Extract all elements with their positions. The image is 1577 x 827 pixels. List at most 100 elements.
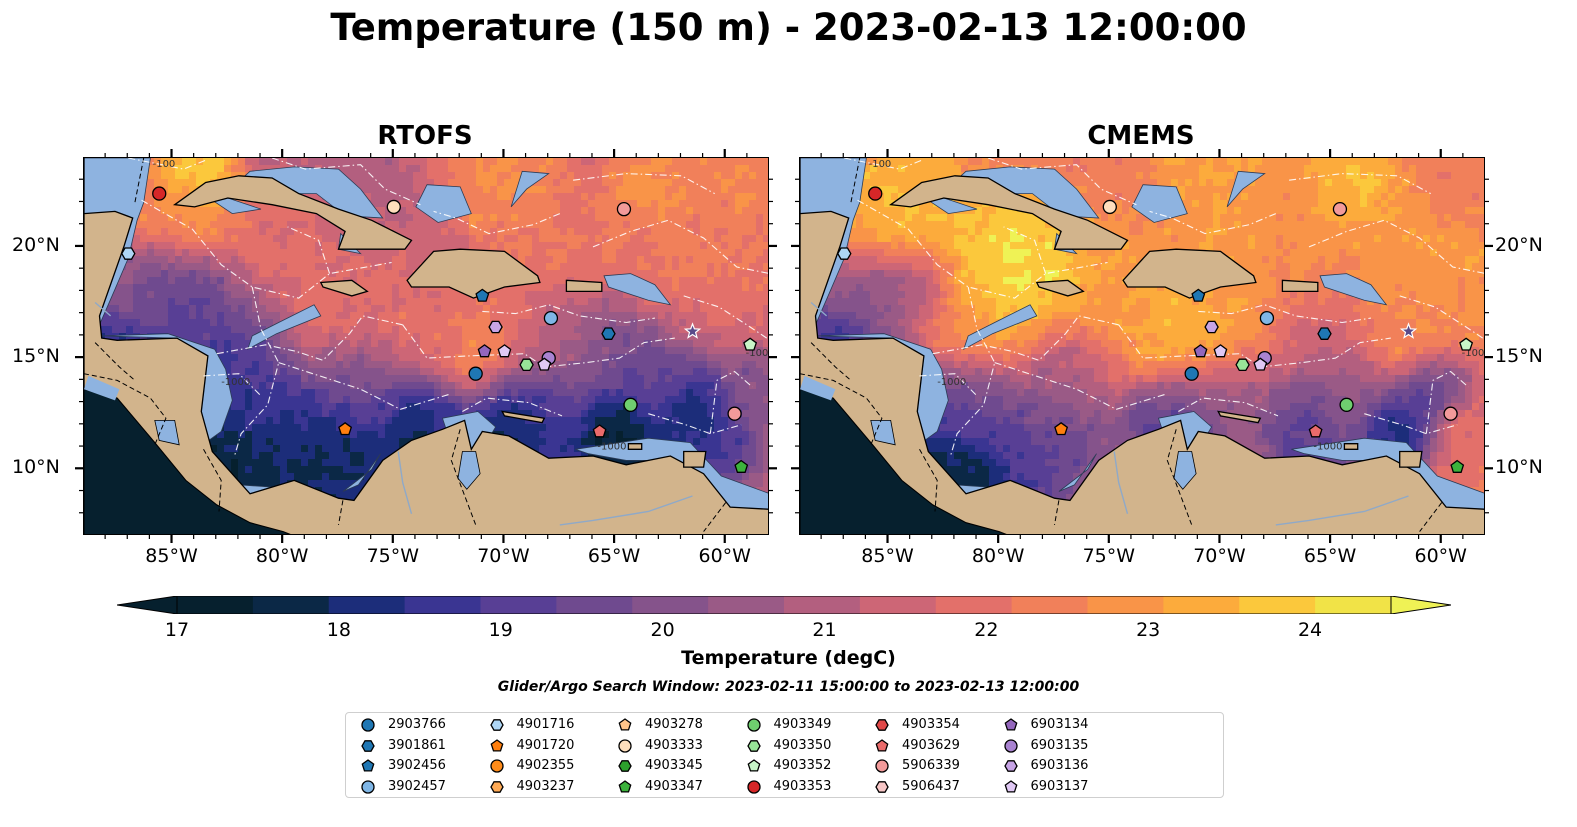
legend-marker-icon [489, 759, 504, 773]
float-marker-4903349 [1339, 397, 1354, 412]
float-marker-5906339 [727, 406, 742, 421]
legend-marker-icon [1004, 779, 1017, 793]
legend-marker-6903134 [1004, 718, 1017, 731]
legend-marker-6903135 [1003, 738, 1018, 753]
legend-marker-6903136 [1003, 760, 1018, 772]
float-marker-4903350 [519, 358, 534, 372]
map-panel-rtofs: -1000 -1000 -100 -100 [83, 157, 769, 535]
legend-label: 4903333 [645, 737, 703, 753]
legend-marker-icon [361, 739, 375, 752]
float-marker-6903134 [477, 344, 492, 358]
float-marker-4903629 [1308, 424, 1323, 438]
legend-marker-icon [875, 738, 889, 752]
legend-marker-4903347 [618, 779, 632, 793]
colorbar-tick-label: 22 [974, 619, 999, 641]
contour-label: -100 [869, 159, 892, 170]
lon-tick-label: 80°W [255, 545, 309, 567]
float-marker-4903347 [1450, 459, 1465, 473]
colorbar-outline [176, 596, 1392, 614]
lake [457, 451, 481, 490]
legend-label: 4901720 [516, 737, 575, 753]
lon-tick-label: 65°W [1303, 545, 1357, 567]
float-marker-2903766 [468, 366, 483, 381]
legend-marker-4901720 [490, 738, 503, 752]
float-marker-4901716 [837, 247, 852, 260]
colorbar-tick-label: 24 [1297, 619, 1323, 641]
legend-marker-icon [746, 718, 761, 732]
legend-marker-4901716 [489, 719, 504, 731]
legend-marker-icon [618, 718, 632, 731]
map-panel-cmems: -1000 -1000 -100 -100 [799, 157, 1485, 535]
country-borders [800, 158, 1443, 532]
colorbar-segment [1011, 596, 1088, 614]
float-marker-3902457 [1259, 310, 1275, 326]
colorbar-segment [1239, 596, 1316, 614]
legend-label: 4903629 [902, 737, 960, 753]
contour-label: -100 [153, 159, 176, 170]
legend-marker-4902355 [489, 759, 504, 773]
legend-label: 5906339 [902, 758, 960, 773]
float-marker-6903136 [1204, 320, 1219, 334]
float-marker-4901720 [338, 421, 353, 436]
legend-marker-icon [1004, 718, 1017, 731]
colorbar-tick-label: 19 [488, 619, 513, 641]
float-marker-4903629 [592, 424, 607, 438]
star-marker [1399, 322, 1418, 339]
float-marker-4903352 [743, 337, 758, 351]
legend-marker-icon [747, 759, 760, 772]
legend-marker-icon [618, 738, 632, 753]
legend-marker-icon [1003, 738, 1018, 753]
colorbar-segment [252, 596, 330, 614]
legend-label: 2903766 [388, 717, 446, 732]
map-canvas-cmems: -1000 -1000 -100 -100 [800, 158, 1484, 534]
colorbar-segment [556, 596, 633, 614]
legend-label: 6903137 [1030, 778, 1089, 794]
legend-marker-icon [746, 739, 761, 752]
legend-label: 4903352 [773, 758, 832, 773]
search-window-caption: Glider/Argo Search Window: 2023-02-11 15… [497, 679, 1080, 695]
legend-label: 4903353 [773, 778, 832, 794]
legend-marker-4903349 [746, 718, 761, 732]
float-marker-5906339 [616, 201, 632, 217]
panel-title-rtofs: RTOFS [377, 121, 473, 151]
colorbar-tick-label: 18 [326, 619, 351, 641]
legend-marker-6903137 [1004, 779, 1017, 793]
contour-label: -1000 [937, 377, 966, 388]
colorbar-segment [177, 596, 254, 614]
legend-marker-3902457 [361, 779, 375, 794]
lon-tick-label: 70°W [1193, 545, 1246, 567]
legend-label: 4903237 [516, 778, 575, 794]
float-marker-3901861 [601, 327, 616, 340]
legend-marker-icon [489, 719, 504, 731]
float-marker-4903353 [868, 186, 883, 201]
legend-label: 4903349 [773, 717, 832, 732]
legend-label: 4903347 [645, 778, 703, 794]
legend-marker-4903352 [747, 759, 760, 772]
lon-tick-label: 85°W [145, 545, 198, 567]
contour-label: -1000 [597, 441, 626, 452]
float-marker-6903137 [1213, 344, 1228, 358]
lon-tick-label: 70°W [477, 545, 530, 567]
legend-marker-2903766 [361, 718, 375, 732]
legend-marker-icon [1003, 760, 1018, 772]
map-canvas-rtofs: -1000 -1000 -100 -100 [84, 158, 768, 534]
legend-marker-icon [875, 719, 889, 731]
legend-label: 6903135 [1030, 737, 1089, 753]
legend-label: 4903354 [902, 717, 960, 732]
colorbar-segment [784, 596, 861, 614]
lake [870, 420, 896, 446]
legend-marker-3901861 [361, 739, 375, 752]
float-marker-4901716 [121, 247, 136, 260]
lon-tick-label: 75°W [1082, 545, 1136, 567]
float-marker-6903137 [537, 357, 552, 371]
float-marker-4903353 [152, 186, 167, 201]
legend-marker-icon [746, 779, 761, 794]
colorbar-tick-label: 20 [650, 619, 675, 641]
eez-boundaries [128, 158, 768, 457]
legend-marker-5906339 [875, 759, 889, 773]
colorbar [117, 596, 1451, 614]
legend-label: 3901861 [388, 737, 446, 753]
legend-label: 6903136 [1030, 758, 1089, 773]
float-marker-6903137 [1253, 357, 1268, 371]
legend: 2903766 3901861 3902456 3902457 4901716 49017… [345, 712, 1224, 798]
